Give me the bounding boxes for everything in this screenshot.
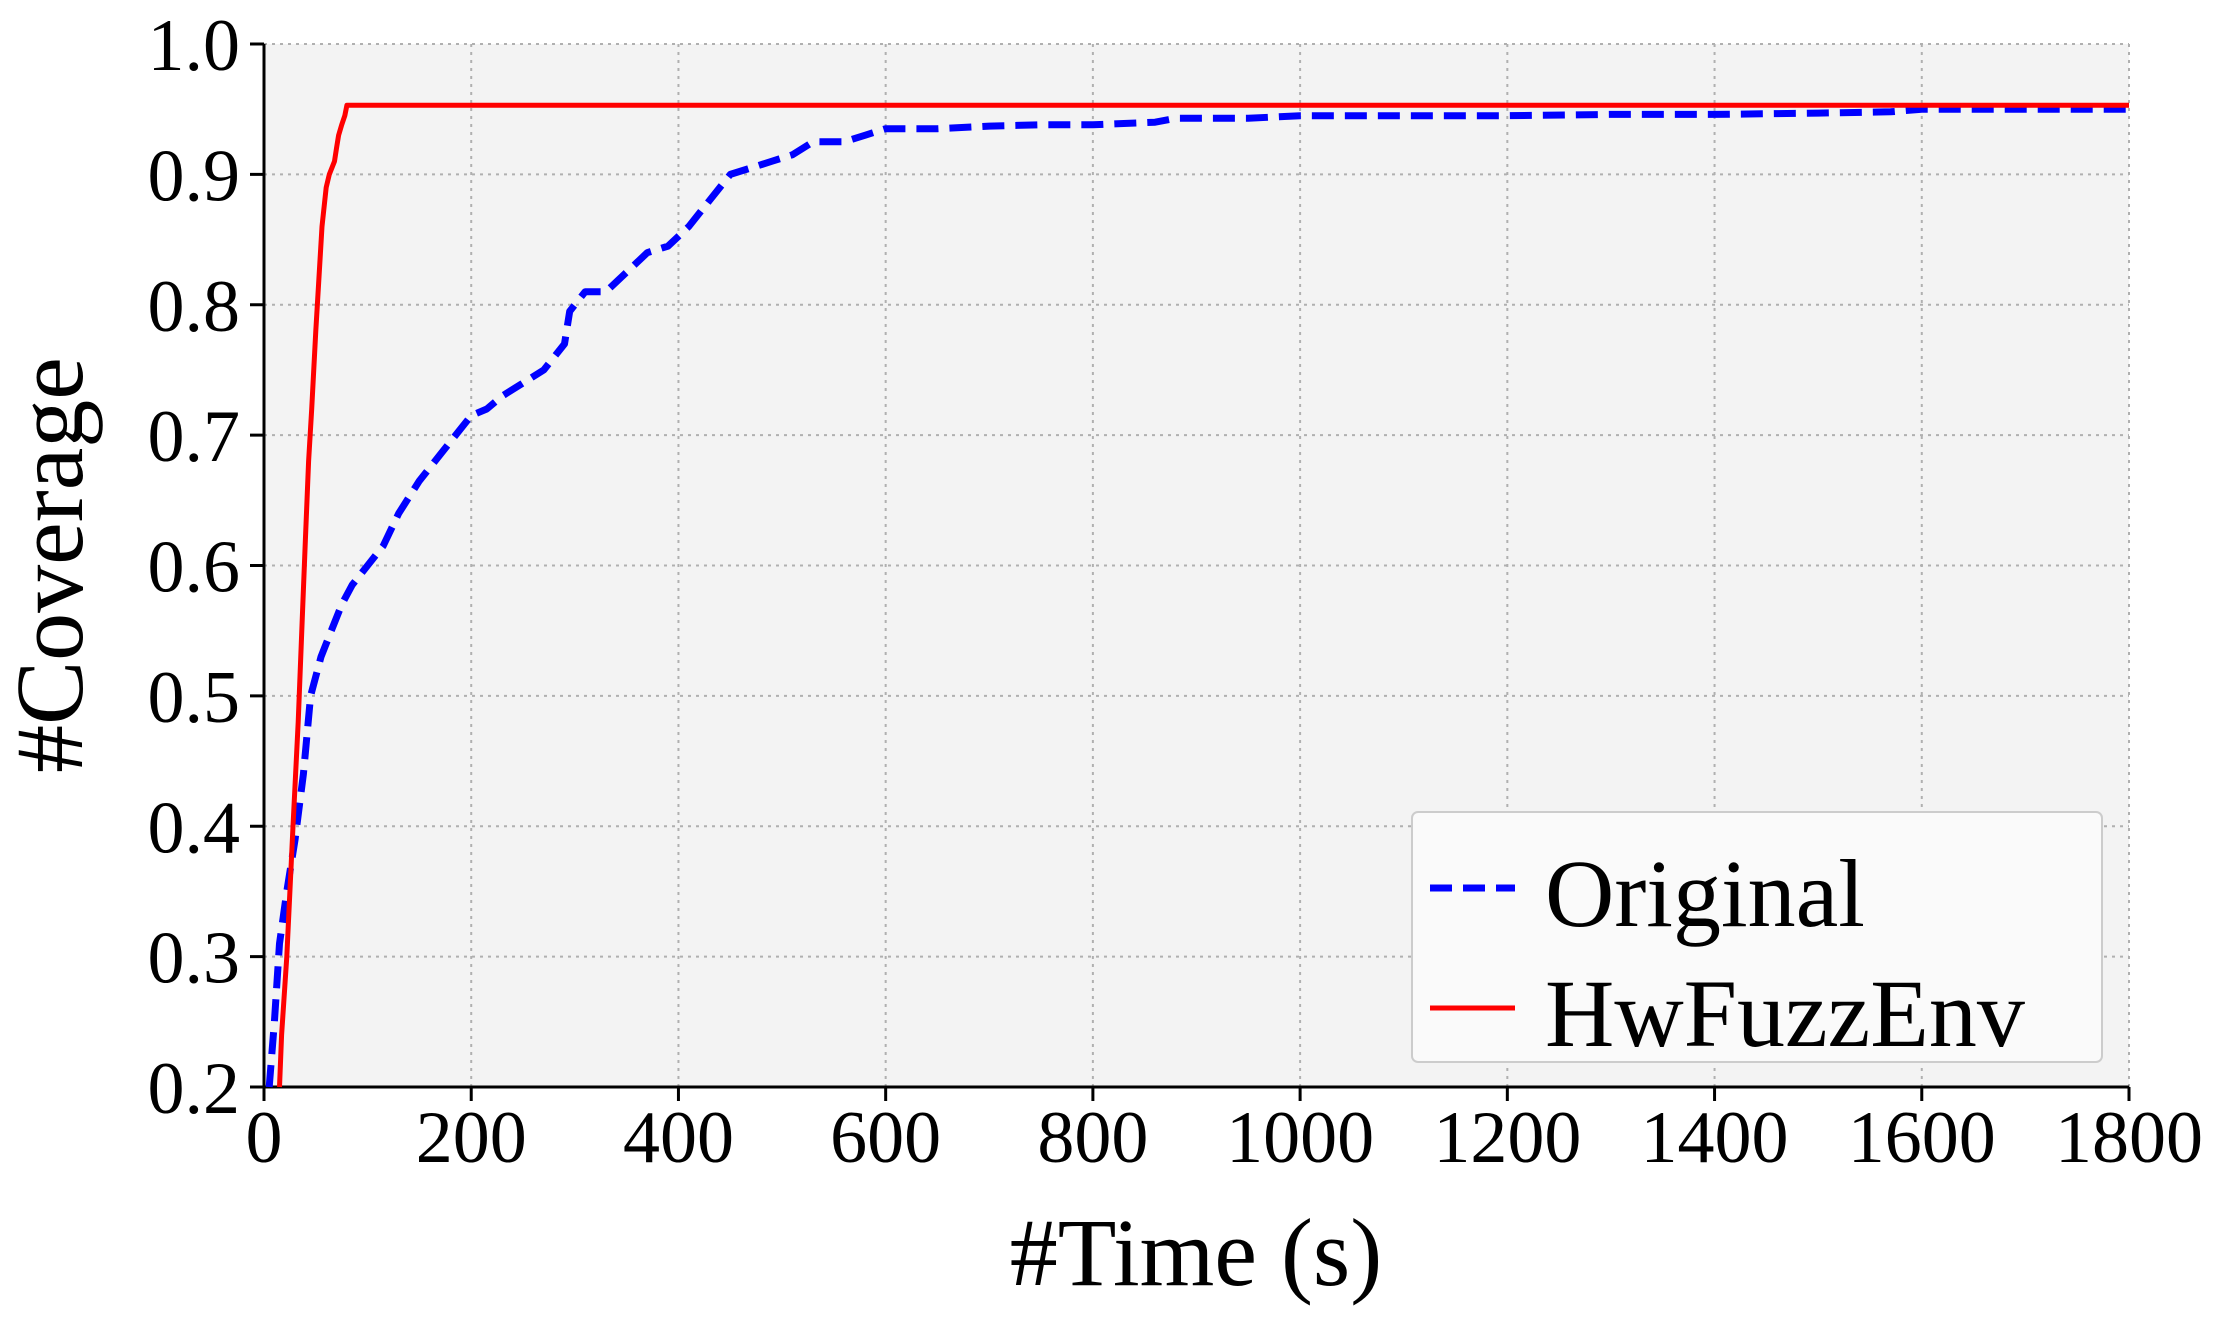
y-tick-label: 0.7 [148,396,241,478]
series-line-original [265,105,2129,1088]
x-tick-label: 600 [830,1097,941,1179]
legend-box [1411,811,2103,1063]
x-axis-title: #Time (s) [1010,1199,1383,1306]
y-tick-label: 0.5 [148,657,241,739]
x-tick-label: 800 [1037,1097,1148,1179]
y-tick-label: 0.2 [148,1048,241,1130]
series-lines [265,102,2129,1088]
x-tick-label: 1000 [1226,1097,1374,1179]
y-tick-label: 0.6 [148,527,241,609]
legend-label-original: Original [1545,840,1865,947]
x-tick-label: 400 [623,1097,734,1179]
y-tick-label: 0.3 [148,918,241,1000]
x-tick-label: 200 [416,1097,527,1179]
legend: Original HwFuzzEnv [1411,811,2103,1067]
y-tick-label: 0.4 [148,787,241,869]
y-tick-label: 1.0 [148,5,241,87]
x-tick-label: 1400 [1641,1097,1789,1179]
legend-label-hwfuzzenv: HwFuzzEnv [1545,960,2025,1067]
y-axis-title: #Coverage [0,357,103,773]
x-tick-label: 1200 [1433,1097,1581,1179]
x-tick-label: 1800 [2055,1097,2203,1179]
series-line-hwfuzzenv [277,102,2129,1088]
axes: 0 200 400 600 800 1000 1200 1400 1600 1800 0.2 0.3 0… [148,5,2204,1179]
y-tick-label: 0.9 [148,135,241,217]
y-tick-label: 0.8 [148,266,241,348]
x-tick-label: 1600 [1848,1097,1996,1179]
x-tick-label: 0 [246,1097,283,1179]
